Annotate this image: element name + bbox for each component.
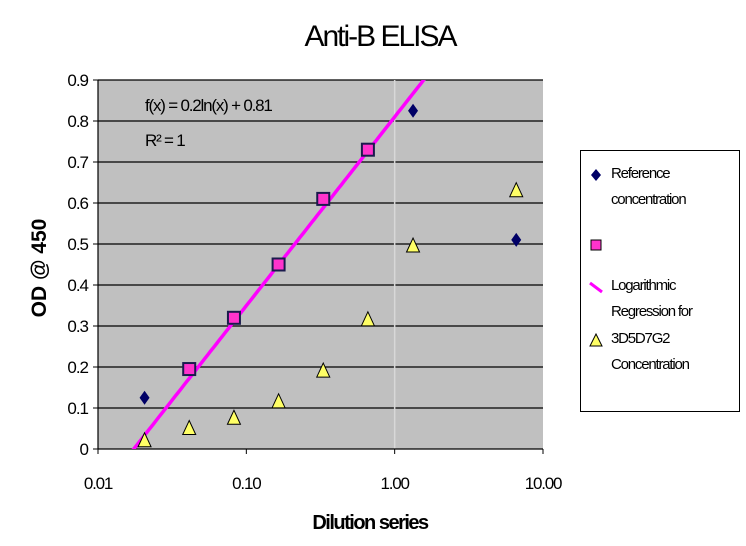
legend-label-regression: Logarithmic Regression for <box>611 277 693 320</box>
diamond-marker-icon <box>591 169 601 181</box>
legend-label-reference: Reference concentration <box>611 165 687 208</box>
y-tick-label: 0.8 <box>67 112 88 131</box>
square-marker-icon <box>590 239 602 251</box>
legend: Reference concentration Logarithmic Regr… <box>580 150 740 412</box>
chart-title: Anti-B ELISA <box>304 20 457 53</box>
concentration-point <box>271 392 286 409</box>
y-tick-label: 0.7 <box>67 153 88 172</box>
y-tick-label: 0.3 <box>67 317 88 336</box>
square-point <box>226 310 241 325</box>
regression-trendline <box>131 80 426 449</box>
concentration-point <box>315 361 331 378</box>
triangle-marker-icon <box>589 333 603 347</box>
reference-point <box>511 232 522 247</box>
concentration-point <box>508 181 524 198</box>
y-tick-label: 0.1 <box>67 399 88 418</box>
y-tick-label: 0.5 <box>67 235 88 254</box>
concentration-point <box>137 431 152 448</box>
r-squared-label: R² = 1 <box>145 131 185 150</box>
y-tick-label: 0.6 <box>67 194 88 213</box>
y-tick-label: 0.4 <box>67 276 88 295</box>
square-point <box>360 142 375 157</box>
trendline-icon <box>589 281 603 294</box>
x-tick-label: 10.00 <box>525 474 562 493</box>
square-point <box>182 362 197 377</box>
reference-point <box>408 103 419 118</box>
x-tick-label: 0.10 <box>232 474 261 493</box>
square-point <box>271 257 286 272</box>
concentration-point <box>226 409 242 425</box>
concentration-point <box>405 236 421 253</box>
y-tick-label: 0 <box>80 440 89 459</box>
reference-point <box>139 390 150 405</box>
concentration-point <box>360 310 376 327</box>
y-tick-label: 0.2 <box>67 358 88 377</box>
x-tick-label: 1.00 <box>381 474 410 493</box>
legend-label-concentration: 3D5D7G2 Concentration <box>611 330 690 373</box>
y-tick-label: 0.9 <box>67 71 88 90</box>
x-axis-label: Dilution series <box>312 512 429 534</box>
plot-area <box>98 80 543 449</box>
x-tick-label: 0.01 <box>84 474 113 493</box>
concentration-point <box>181 419 197 435</box>
square-point <box>316 191 331 206</box>
regression-equation: f(x) = 0.2ln(x) + 0.81 <box>145 96 272 115</box>
